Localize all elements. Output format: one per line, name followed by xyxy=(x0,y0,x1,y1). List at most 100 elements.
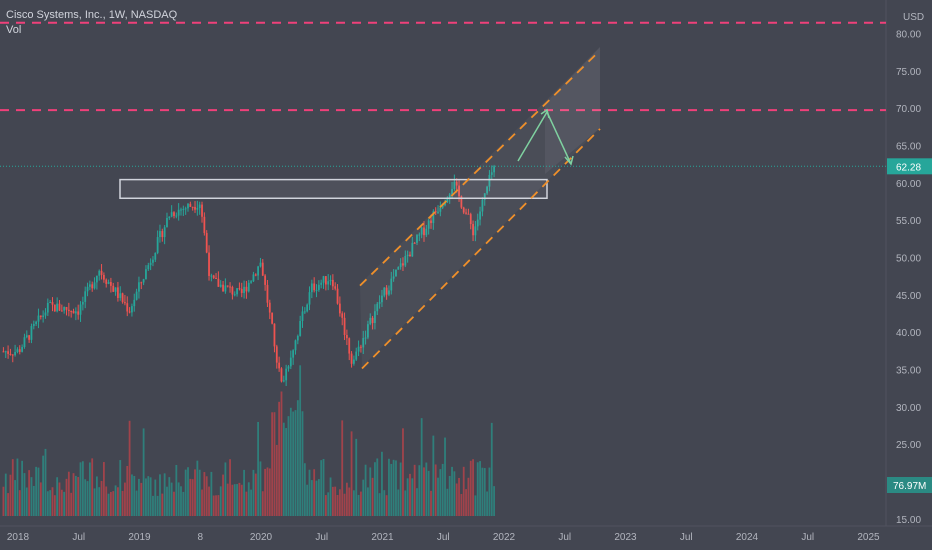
candle-body xyxy=(14,351,17,356)
volume-bar xyxy=(383,490,386,516)
volume-bar xyxy=(264,468,267,516)
candle-body xyxy=(472,224,474,236)
volume-bar xyxy=(147,476,150,516)
candle-body xyxy=(444,202,446,206)
volume-bar xyxy=(418,465,421,516)
volume-bar xyxy=(14,480,17,516)
candle-body xyxy=(453,181,456,190)
candle-body xyxy=(458,185,460,197)
candle-body xyxy=(467,213,470,215)
candle-body xyxy=(240,288,243,293)
volume-bar xyxy=(243,469,245,516)
volume-bar xyxy=(39,482,42,516)
candle-body xyxy=(177,209,180,216)
volume-bar xyxy=(317,479,320,516)
candle-body xyxy=(196,208,199,210)
volume-bar xyxy=(98,487,101,516)
symbol-title[interactable]: Cisco Systems, Inc., 1W, NASDAQ xyxy=(6,9,178,21)
candle-body xyxy=(128,311,131,313)
volume-bar xyxy=(420,418,423,516)
volume-bar xyxy=(490,422,493,516)
candle-body xyxy=(250,281,252,283)
candle-body xyxy=(203,216,206,233)
volume-bar xyxy=(173,491,175,516)
volume-bar xyxy=(163,473,166,516)
axis-badges: 62.28 76.97M xyxy=(887,158,932,493)
candle-body xyxy=(301,311,304,321)
candle-body xyxy=(121,293,124,303)
candle-body xyxy=(98,270,101,276)
time-tick-label: 2025 xyxy=(857,532,880,543)
candle-body xyxy=(191,206,194,208)
time-axis[interactable]: 2018 Jul 2019 8 2020 Jul 2021 Jul 2022 Jul 2023 Jul… xyxy=(7,532,880,543)
volume-legend-label[interactable]: Vol xyxy=(6,24,22,36)
candle-body xyxy=(296,335,299,341)
candle-body xyxy=(161,231,164,238)
volume-bar xyxy=(462,466,465,516)
volume-bar xyxy=(402,428,404,516)
volume-bar xyxy=(343,493,346,516)
candle-body xyxy=(70,310,73,312)
candle-body xyxy=(180,209,182,211)
volume-bar xyxy=(308,469,311,516)
candle-body xyxy=(264,275,267,285)
candle-body xyxy=(159,231,161,238)
candle-body xyxy=(490,172,493,175)
candle-body xyxy=(110,282,112,286)
candle-body xyxy=(481,199,484,212)
volume-bar xyxy=(338,489,341,516)
volume-bar xyxy=(252,469,255,516)
volume-bar xyxy=(177,482,180,516)
projection-arrow-down-head xyxy=(564,155,574,166)
candle-body xyxy=(334,286,337,289)
candle-body xyxy=(182,209,185,211)
volume-bar xyxy=(388,458,390,516)
drawings[interactable] xyxy=(0,21,886,370)
price-axis[interactable]: USD 80.00 75.00 70.00 65.00 60.00 55.00 50.00 45… xyxy=(896,12,924,526)
candle-body xyxy=(74,311,77,314)
volume-bar xyxy=(9,474,12,516)
candle-body xyxy=(30,326,33,340)
volume-bar xyxy=(18,490,21,516)
volume-bar xyxy=(257,421,260,516)
candle-body xyxy=(360,346,362,348)
candle-body xyxy=(338,303,341,314)
candle-body xyxy=(222,284,224,292)
candle-body xyxy=(236,288,238,295)
volume-bar xyxy=(180,486,182,516)
time-tick-label: Jul xyxy=(801,532,814,543)
candle-body xyxy=(60,310,63,312)
volume-bar xyxy=(102,462,105,516)
volume-bar xyxy=(110,492,112,516)
candle-body xyxy=(483,193,486,200)
volume-bar xyxy=(413,464,416,516)
candle-body xyxy=(18,349,21,352)
candle-body xyxy=(140,282,143,284)
candle-body xyxy=(257,266,260,276)
volume-bar xyxy=(67,471,70,516)
volume-bar xyxy=(467,477,470,516)
candle-body xyxy=(411,242,414,257)
candle-body xyxy=(427,220,430,229)
candle-body xyxy=(65,306,68,310)
candle-body xyxy=(308,292,311,305)
candle-body xyxy=(430,220,432,224)
time-tick-label: 2022 xyxy=(493,532,516,543)
candle-body xyxy=(126,303,129,312)
volume-bar xyxy=(208,486,210,516)
volume-bar xyxy=(168,477,171,516)
volume-bar xyxy=(250,489,252,516)
volume-bar xyxy=(81,461,84,516)
candle-body xyxy=(21,347,24,352)
candle-body xyxy=(217,278,220,287)
volume-bar xyxy=(95,476,98,516)
volume-bar xyxy=(341,420,344,516)
candle-body xyxy=(46,302,49,313)
candle-body xyxy=(439,207,442,212)
candle-body xyxy=(219,284,222,287)
volume-bar xyxy=(486,491,488,516)
candle-body xyxy=(72,311,75,314)
volume-bar xyxy=(23,473,26,516)
